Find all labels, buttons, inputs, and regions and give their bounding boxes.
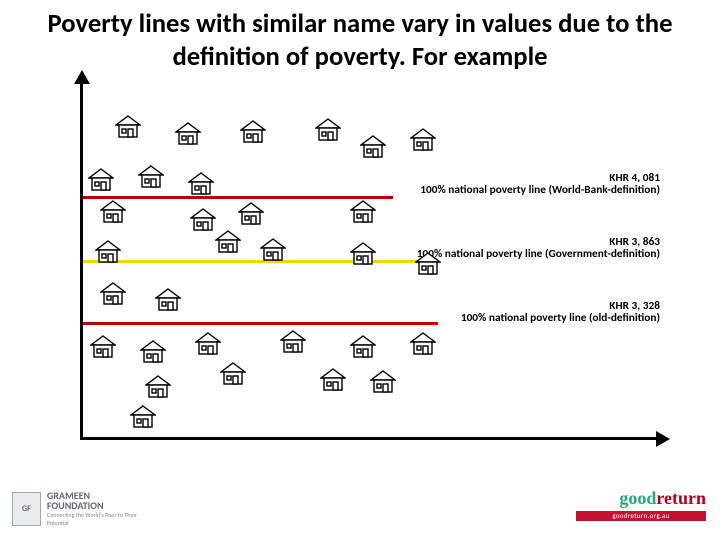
grameen-foundation-logo: GF GRAMEEN FOUNDATION Connecting the Wor… [12, 488, 142, 530]
house-icon [90, 335, 116, 359]
house-icon [100, 282, 126, 306]
poverty-line-world-bank [83, 196, 393, 199]
house-icon [88, 168, 114, 192]
chart-area: KHR 4, 081100% national poverty line (Wo… [60, 80, 670, 450]
logo-right-url: goodreturn.org.au [576, 511, 706, 521]
house-icon [350, 242, 376, 266]
house-icon [115, 115, 141, 139]
house-icon [195, 332, 221, 356]
house-icon [315, 118, 341, 142]
house-icon [175, 122, 201, 146]
house-icon [155, 288, 181, 312]
house-icon [360, 135, 386, 159]
poverty-line-desc-world-bank: 100% national poverty line (World-Bank-d… [390, 184, 660, 196]
house-icon [350, 335, 376, 359]
house-icon [100, 200, 126, 224]
house-icon [350, 200, 376, 224]
house-icon [240, 120, 266, 144]
poverty-line-label-world-bank: KHR 4, 081100% national poverty line (Wo… [390, 172, 660, 197]
logo-tagline: Connecting the World's Poor to Their Pot… [47, 511, 142, 527]
logo-right-word2: return [656, 488, 706, 508]
logo-text-2: FOUNDATION [47, 501, 142, 511]
house-icon [320, 368, 346, 392]
poverty-line-government [83, 260, 433, 263]
poverty-line-label-old: KHR 3, 328100% national poverty line (ol… [390, 300, 660, 325]
poverty-line-desc-old: 100% national poverty line (old-definiti… [390, 312, 660, 324]
house-icon [370, 370, 396, 394]
house-icon [415, 252, 441, 276]
logo-right-text: goodreturn [576, 488, 706, 509]
house-icon [95, 240, 121, 264]
house-icon [138, 165, 164, 189]
house-icon [188, 172, 214, 196]
x-axis [80, 437, 660, 440]
house-icon [140, 340, 166, 364]
page-title: Poverty lines with similar name vary in … [30, 8, 690, 75]
logo-mark: GF [12, 492, 41, 526]
house-icon [260, 238, 286, 262]
logo-right-word1: good [619, 488, 656, 508]
house-icon [215, 230, 241, 254]
good-return-logo: goodreturn goodreturn.org.au [576, 488, 706, 530]
y-axis-arrow [74, 70, 90, 84]
house-icon [238, 202, 264, 226]
house-icon [145, 375, 171, 399]
house-icon [410, 332, 436, 356]
poverty-line-old [83, 322, 438, 325]
house-icon [410, 128, 436, 152]
house-icon [190, 208, 216, 232]
x-axis-arrow [656, 431, 670, 447]
house-icon [280, 330, 306, 354]
house-icon [220, 362, 246, 386]
house-icon [130, 405, 156, 429]
